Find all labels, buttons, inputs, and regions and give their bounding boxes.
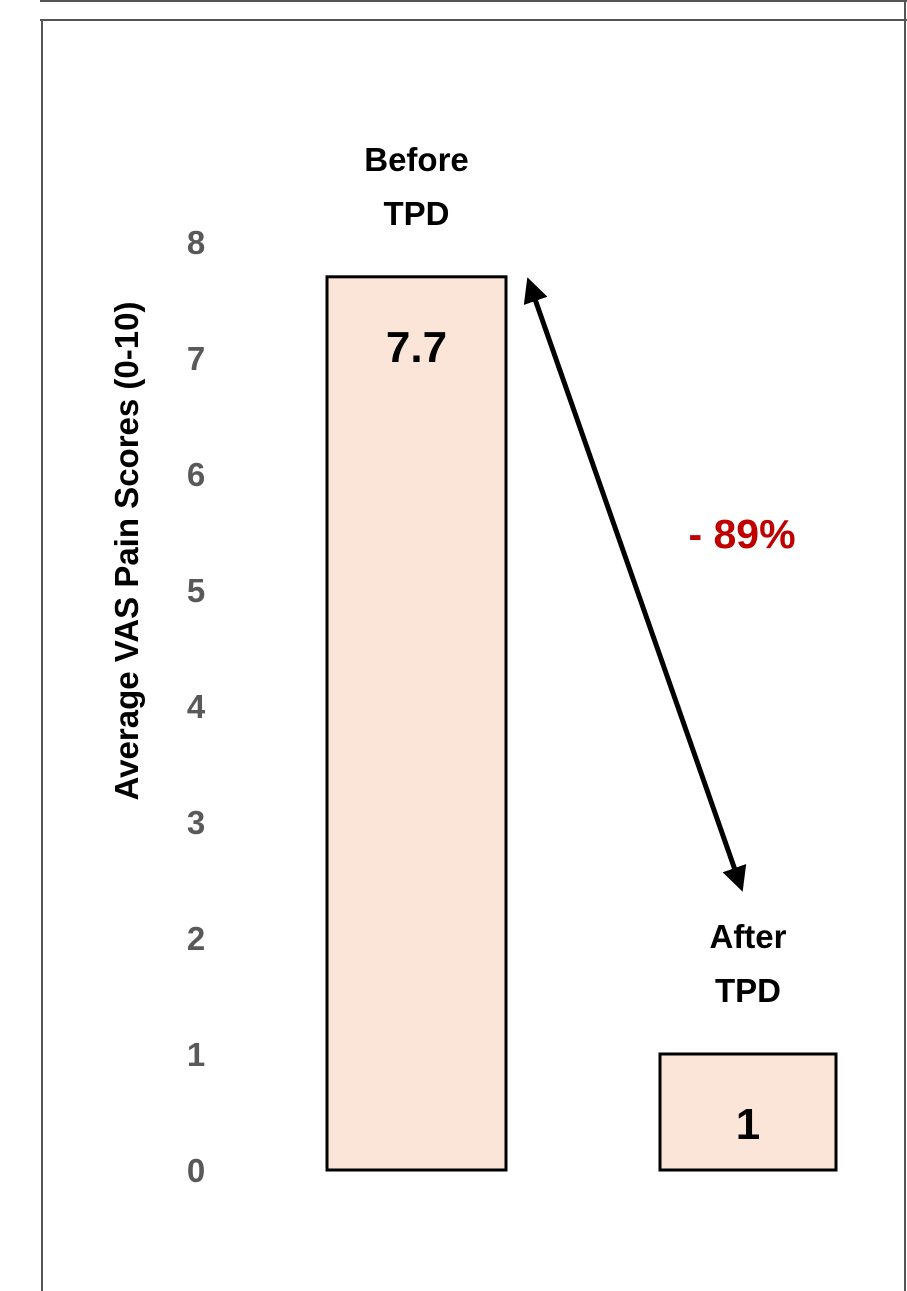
bars [325,275,838,1172]
y-tick-label: 2 [187,920,205,957]
data-label: 7.7 [386,323,447,372]
y-tick-label: 8 [187,224,205,261]
y-tick-label: 7 [187,340,205,377]
category-label: Before TPD [364,141,469,232]
y-tick-labels: 0 1 2 3 4 5 6 7 8 [187,224,206,1189]
category-labels: Before TPD After TPD [364,141,786,1009]
y-tick-label: 5 [187,572,205,609]
frame-margin [0,0,40,1291]
comparison-arrow [523,277,747,892]
y-tick-label: 0 [187,1152,205,1189]
bar [325,275,508,1172]
data-label: 1 [736,1100,760,1149]
y-tick-label: 1 [187,1036,205,1073]
y-tick-label: 4 [187,688,206,725]
category-label: After TPD [709,918,786,1009]
y-tick-label: 6 [187,456,205,493]
y-tick-label: 3 [187,804,205,841]
data-labels: 7.71 [386,323,760,1149]
percent-change-annotation: - 89% [688,511,795,557]
y-axis-label: Average VAS Pain Scores (0-10) [108,302,145,801]
bar [658,1052,838,1172]
